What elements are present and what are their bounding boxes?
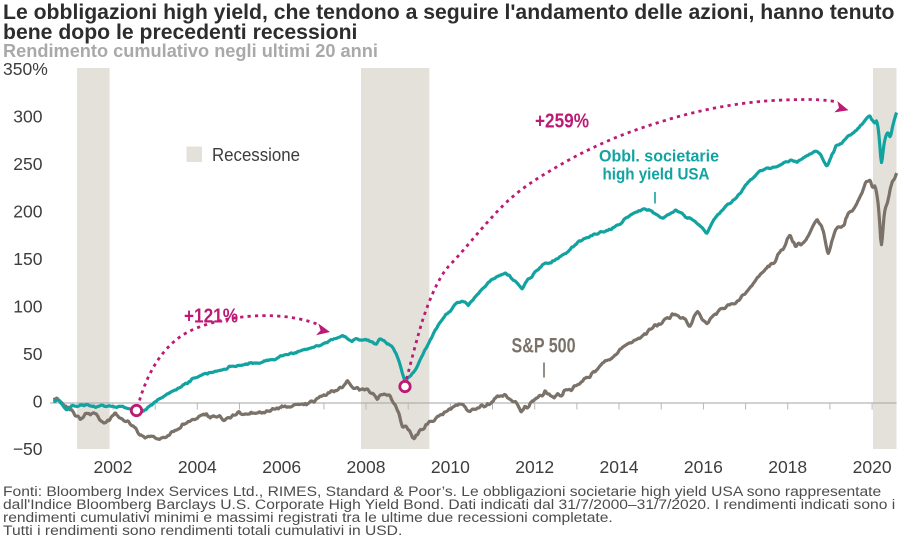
svg-text:2006: 2006 bbox=[262, 457, 301, 477]
svg-text:Obbl. societarie: Obbl. societarie bbox=[599, 148, 719, 166]
svg-text:high yield USA: high yield USA bbox=[603, 166, 710, 184]
svg-text:2014: 2014 bbox=[600, 457, 639, 477]
svg-text:2012: 2012 bbox=[515, 457, 554, 477]
svg-text:0: 0 bbox=[33, 392, 43, 412]
svg-text:2010: 2010 bbox=[431, 457, 470, 477]
svg-text:100: 100 bbox=[13, 297, 42, 317]
svg-text:−50: −50 bbox=[13, 439, 43, 459]
svg-text:300: 300 bbox=[13, 107, 42, 127]
svg-text:+121%: +121% bbox=[184, 306, 238, 328]
svg-text:50: 50 bbox=[23, 344, 43, 364]
svg-text:2004: 2004 bbox=[178, 457, 217, 477]
svg-text:2016: 2016 bbox=[684, 457, 723, 477]
svg-text:Recessione: Recessione bbox=[212, 145, 300, 165]
svg-text:2018: 2018 bbox=[768, 457, 807, 477]
svg-text:+259%: +259% bbox=[535, 111, 589, 133]
svg-text:2002: 2002 bbox=[94, 457, 133, 477]
svg-text:350%: 350% bbox=[3, 59, 48, 79]
svg-text:S&P 500: S&P 500 bbox=[512, 335, 576, 358]
svg-text:2008: 2008 bbox=[347, 457, 386, 477]
svg-text:2020: 2020 bbox=[853, 457, 892, 477]
svg-text:150: 150 bbox=[13, 249, 42, 269]
svg-text:250: 250 bbox=[13, 154, 42, 174]
svg-text:200: 200 bbox=[13, 202, 42, 222]
